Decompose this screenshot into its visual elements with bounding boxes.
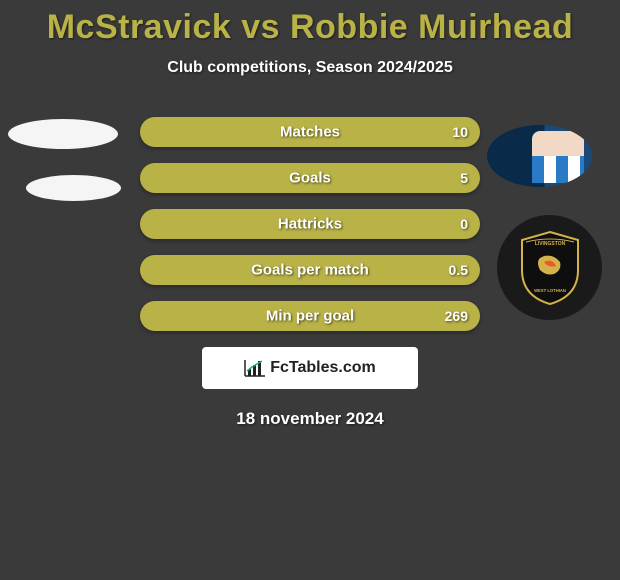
stat-label: Min per goal [266, 308, 354, 325]
stat-label: Hattricks [278, 216, 342, 233]
stat-value: 10 [452, 124, 468, 140]
page-subtitle: Club competitions, Season 2024/2025 [0, 59, 620, 77]
player-left-placeholder [8, 117, 121, 201]
stat-label: Goals per match [251, 262, 369, 279]
stat-value: 5 [460, 170, 468, 186]
stat-label: Goals [289, 170, 331, 187]
stat-bar: Hattricks 0 [140, 209, 480, 239]
ellipse-icon [8, 119, 118, 149]
attribution-badge: FcTables.com [202, 347, 418, 389]
ribbon-top: LIVINGSTON [534, 241, 565, 247]
stat-bar: Matches 10 [140, 117, 480, 147]
date-label: 18 november 2024 [0, 409, 620, 429]
stats-area: LIVINGSTON WEST LOTHIAN Matches 10 Goals… [0, 117, 620, 429]
shield-icon: LIVINGSTON WEST LOTHIAN [518, 230, 582, 306]
ellipse-icon [26, 175, 121, 201]
page-title: McStravick vs Robbie Muirhead [0, 0, 620, 47]
stat-value: 0 [460, 216, 468, 232]
club-badge: LIVINGSTON WEST LOTHIAN [497, 215, 602, 320]
stat-bar: Goals 5 [140, 163, 480, 193]
stat-bars: Matches 10 Goals 5 Hattricks 0 Goals per… [140, 117, 480, 331]
ribbon-bottom: WEST LOTHIAN [534, 288, 566, 293]
stat-value: 269 [445, 308, 468, 324]
stat-value: 0.5 [449, 262, 468, 278]
attribution-text: FcTables.com [270, 359, 376, 377]
stat-bar: Goals per match 0.5 [140, 255, 480, 285]
stat-bar: Min per goal 269 [140, 301, 480, 331]
stat-label: Matches [280, 124, 340, 141]
player-right-photo [487, 125, 592, 187]
bar-chart-icon [244, 359, 266, 377]
